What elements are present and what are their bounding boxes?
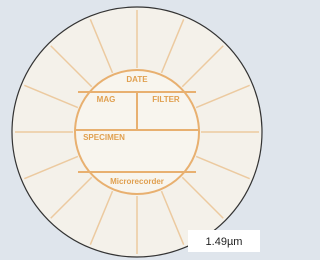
page: {"labels": {"date": "DATE", "mag": "MAG"…: [0, 0, 270, 260]
footer-label: Microrecorder: [110, 177, 164, 186]
inner-circle: [75, 70, 199, 194]
date-label: DATE: [126, 75, 148, 84]
filter-label: FILTER: [152, 95, 180, 104]
mag-label: MAG: [97, 95, 116, 104]
reticle-image: DATE MAG FILTER SPECIMEN Microrecorder 1…: [0, 0, 270, 260]
specimen-label: SPECIMEN: [83, 133, 125, 142]
scale-label: 1.49µm: [206, 236, 243, 248]
